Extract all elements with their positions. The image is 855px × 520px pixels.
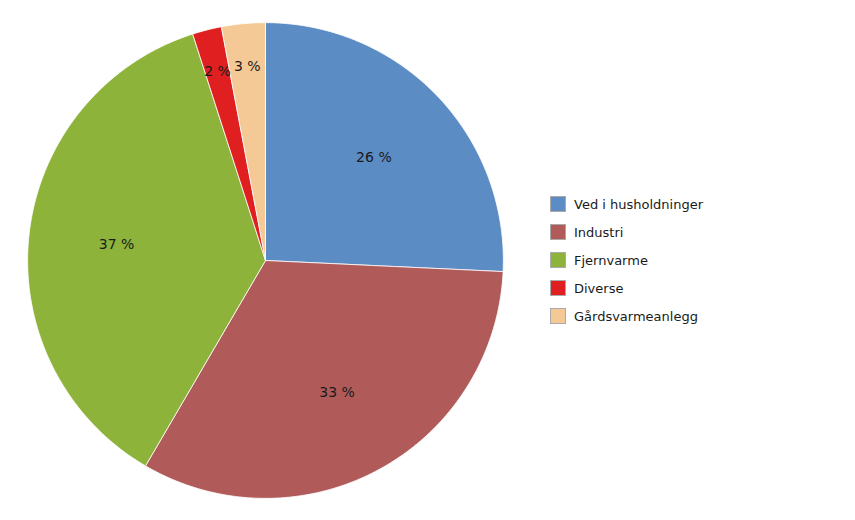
- svg-text:2 %: 2 %: [204, 63, 231, 79]
- html-text:Ved i husholdninger: Ved i husholdninger: [574, 196, 703, 212]
- html-text:Gårdsvarmeanlegg: Gårdsvarmeanlegg: [574, 308, 698, 324]
- svg-text:26 %: 26 %: [356, 149, 392, 165]
- svg-text:37 %: 37 %: [99, 236, 135, 252]
- html-text:Fjernvarme: Fjernvarme: [574, 252, 648, 268]
- svg-text:33 %: 33 %: [319, 384, 355, 400]
- svg-text:3 %: 3 %: [234, 58, 261, 74]
- html-text:Diverse: Diverse: [574, 280, 624, 296]
- html-text:Industri: Industri: [574, 224, 624, 240]
